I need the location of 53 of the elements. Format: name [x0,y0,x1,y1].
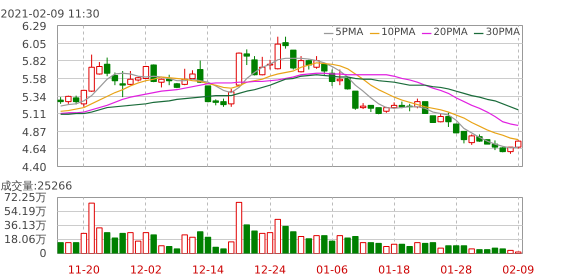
x-tick-label: 12-02 [130,264,162,276]
y-tick-label: 4.64 [22,143,47,156]
y-tick-label: 4.40 [22,161,47,174]
line-series [60,72,519,126]
y-tick-label: 36.13万 [4,218,47,232]
chart-title: 成交量:25266 [0,180,72,192]
legend-label: 10PMA [381,27,416,38]
candlestick [104,57,110,77]
x-tick-label: 02-09 [502,264,534,276]
x-tick-label: 01-18 [378,264,410,276]
y-tick-label: 4.87 [22,126,47,139]
bar [468,248,475,254]
bar [298,236,304,254]
candlestick [112,72,118,86]
legend-label: 30PMA [486,27,520,38]
x-tick-label: 01-06 [316,264,348,276]
y-tick-label: 6.05 [22,38,47,51]
candlestick [445,112,452,128]
bar [336,235,344,254]
candlestick [290,50,297,70]
y-tick-label: 5.34 [22,90,47,104]
y-tick-label: 54.19万 [4,205,47,218]
y-tick-label: 5.58 [22,72,47,86]
candlestick [119,70,126,98]
candlestick [336,69,344,86]
bar [158,245,165,254]
x-tick-label: 11-20 [68,264,100,276]
x-tick-label: 12-14 [192,264,224,276]
candlestick [244,48,250,66]
x-tick-label: 12-24 [254,264,286,276]
bar [313,235,320,254]
candlestick [468,134,475,146]
legend-label: 5PMA [335,27,364,38]
legend-label: 20PMA [434,27,468,38]
bar [58,242,64,254]
x-tick-label: 01-28 [440,264,472,276]
y-tick-label: 18.06万 [4,233,47,246]
y-tick-label: 6.29 [22,20,47,33]
y-tick-label: 0 [40,247,46,260]
y-tick-label: 5.82 [22,55,47,68]
candlestick [282,36,289,50]
chart-title: 2021-02-09 11:30 [0,8,100,20]
line-series [60,74,519,115]
bar [414,242,421,254]
bar [360,242,366,254]
bar [72,242,80,254]
bar [437,248,444,254]
bar [150,234,157,254]
y-tick-label: 5.11 [22,108,47,122]
y-tick-label: 72.25万 [4,191,47,204]
candlestick [352,90,359,110]
bar [65,242,72,254]
bar [306,238,312,254]
